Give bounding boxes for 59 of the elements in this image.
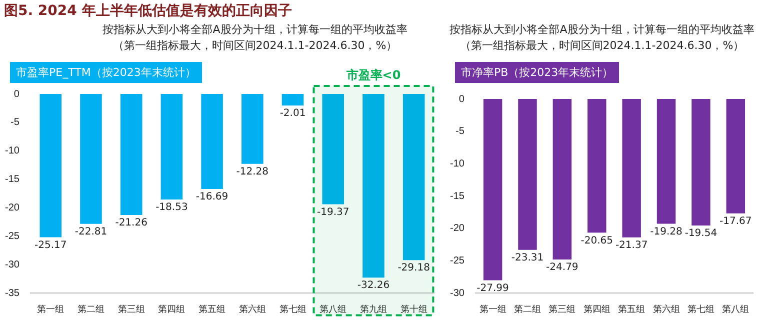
- data-label: -19.28: [650, 226, 682, 238]
- y-tick-label: -15: [450, 190, 465, 202]
- y-tick-label: -30: [450, 288, 465, 299]
- x-tick-label: 第三组: [548, 304, 576, 314]
- y-tick-label: -10: [450, 158, 465, 170]
- data-label: -2.01: [280, 108, 306, 120]
- data-label: -19.54: [684, 228, 718, 240]
- data-label: -18.53: [156, 202, 188, 214]
- data-label: -17.67: [720, 216, 752, 227]
- band-label: 市盈率<0: [345, 68, 401, 82]
- data-label: -32.26: [357, 280, 390, 292]
- x-tick-label: 第二组: [514, 304, 541, 314]
- y-tick-label: -20: [450, 223, 465, 234]
- x-tick-label: 第六组: [238, 304, 266, 314]
- y-tick-label: -15: [5, 174, 20, 186]
- y-tick-label: -10: [5, 146, 20, 157]
- x-tick-label: 第一组: [479, 304, 506, 314]
- chart-title: 按指标从大到小将全部A股分为十组，计算每一组的平均收益率: [448, 22, 756, 37]
- x-tick-label: 第四组: [583, 304, 610, 314]
- x-tick-label: 第七组: [279, 304, 306, 314]
- data-label: -25.17: [34, 240, 67, 251]
- text: 市净率PB（按2023年末统计）: [455, 62, 620, 83]
- data-label: -16.69: [196, 192, 228, 203]
- chart-subtitle: 按指标从大到小将全部A股分为十组，计算每一组的平均收益率: [102, 22, 408, 37]
- data-label: -23.31: [511, 252, 544, 264]
- x-tick-label: 第九组: [360, 304, 387, 314]
- chart-subtitle: （第一组指标最大，时间区间2024.1.1-2024.6.30，%）: [458, 38, 746, 53]
- x-tick-label: 第五组: [618, 304, 646, 314]
- y-tick-label: 0: [14, 88, 20, 100]
- y-tick-label: -35: [5, 288, 20, 299]
- text: （第一组指标最大，时间区间2024.1.1-2024.6.30，%）: [112, 38, 398, 53]
- y-tick-label: 0: [458, 94, 465, 105]
- x-tick-label: 第八组: [722, 304, 750, 314]
- data-label: -29.18: [398, 262, 430, 274]
- x-tick-label: 第六组: [652, 304, 680, 314]
- x-tick-label: 第八组: [320, 304, 347, 314]
- data-label: -21.26: [115, 218, 148, 229]
- x-tick-label: 第二组: [77, 304, 104, 314]
- y-tick-label: -5: [456, 126, 465, 138]
- x-tick-label: 第三组: [118, 304, 145, 314]
- x-tick-label: 第五组: [198, 304, 226, 314]
- data-label: -20.65: [580, 235, 614, 246]
- x-tick-label: 第一组: [37, 304, 64, 314]
- data-label: -12.28: [236, 166, 269, 178]
- data-label: -24.79: [546, 262, 578, 274]
- y-tick-label: -20: [5, 202, 20, 214]
- x-tick-label: 第四组: [158, 304, 186, 314]
- y-tick-label: -25: [450, 256, 465, 267]
- data-label: -19.37: [316, 206, 350, 218]
- x-tick-label: 第七组: [687, 304, 714, 314]
- text: 市盈率PE_TTM（按2023年末统计）: [10, 62, 202, 83]
- y-tick-label: -30: [5, 259, 20, 270]
- chart-title: 图5. 2024 年上半年低估值是有效的正向因子: [4, 2, 292, 20]
- data-label: -21.37: [615, 240, 648, 251]
- data-label: -22.81: [74, 226, 108, 238]
- y-tick-label: -25: [5, 231, 20, 242]
- data-label: -27.99: [476, 282, 509, 294]
- y-tick-label: -5: [10, 117, 20, 128]
- x-tick-label: 第十组: [400, 304, 428, 314]
